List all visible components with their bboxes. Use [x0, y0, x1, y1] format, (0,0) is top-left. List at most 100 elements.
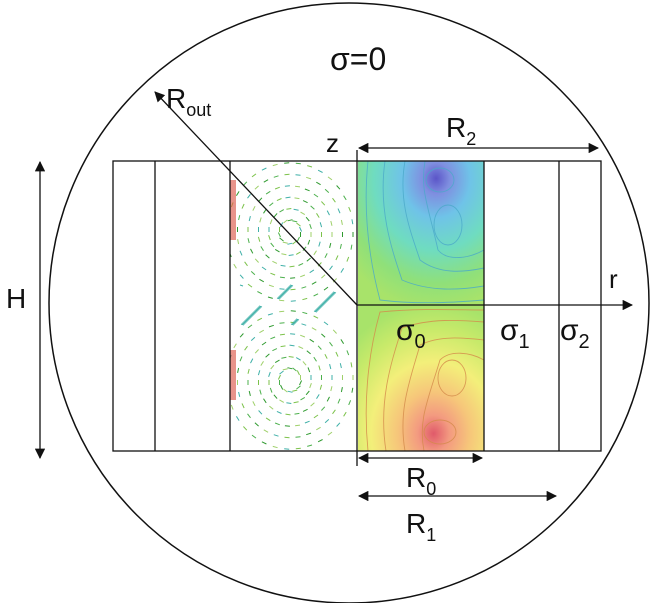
vector-arrow	[318, 305, 323, 308]
vector-arrow	[285, 196, 291, 199]
vector-arrow	[261, 441, 267, 445]
vector-arrow	[302, 200, 308, 204]
vector-arrow	[324, 299, 329, 302]
vector-arrow	[288, 356, 294, 358]
vector-arrow	[240, 323, 245, 326]
vector-arrow	[292, 389, 298, 392]
vector-arrow	[285, 288, 290, 291]
vector-arrow	[238, 215, 241, 221]
vector-arrow	[302, 297, 308, 301]
vector-arrow	[302, 361, 307, 366]
vector-arrow	[340, 339, 345, 344]
vector-arrow	[324, 253, 328, 259]
vector-arrow	[239, 333, 244, 338]
vector-arrow	[287, 286, 292, 289]
vector-arrow	[350, 244, 353, 250]
vector-arrow	[285, 413, 291, 416]
vector-arrow	[250, 248, 254, 254]
vector-arrow	[337, 398, 341, 404]
vector-arrow	[233, 343, 237, 349]
vector-arrow	[293, 401, 299, 404]
vector-arrow	[250, 313, 255, 316]
vector-arrow	[310, 402, 315, 407]
vector-arrow	[284, 436, 290, 439]
vector-arrow	[261, 266, 267, 271]
vector-arrow	[289, 284, 294, 287]
vector-arrow	[307, 165, 313, 168]
vector-arrow	[295, 174, 301, 176]
vector-arrow	[284, 185, 290, 187]
vector-arrow	[316, 394, 320, 399]
vector-arrow	[306, 257, 311, 262]
vector-arrow	[290, 310, 296, 312]
vector-arrow	[263, 398, 267, 404]
vector-arrow	[304, 188, 310, 192]
vector-arrow	[256, 307, 261, 310]
vector-arrow	[243, 320, 248, 323]
vector-arrow	[330, 386, 333, 392]
scalar-field-plot	[358, 161, 484, 451]
vector-arrow	[323, 300, 328, 303]
vector-arrow	[254, 422, 259, 427]
vector-arrow	[331, 292, 336, 295]
vector-arrow	[318, 241, 321, 247]
vector-arrow	[272, 260, 278, 264]
vector-arrow	[305, 390, 310, 396]
vector-arrow	[290, 333, 296, 335]
vector-arrow	[280, 293, 285, 296]
vector-arrow	[298, 262, 304, 266]
vector-arrow	[329, 265, 333, 271]
vector-arrow	[245, 318, 250, 321]
vector-arrow	[279, 288, 285, 290]
vector-arrow	[265, 190, 271, 195]
vector-arrow	[300, 396, 306, 401]
vector-arrow	[305, 216, 310, 222]
vector-arrow	[351, 387, 354, 393]
vector-arrow	[230, 404, 234, 410]
r-axis-label: r	[609, 264, 618, 294]
vector-arrow	[307, 367, 311, 373]
vector-arrow	[294, 412, 300, 415]
vector-arrow	[295, 162, 301, 165]
vector-arrow	[343, 411, 347, 417]
vector-arrow	[301, 323, 307, 326]
vector-arrow	[293, 208, 299, 211]
r-out-label: Rout	[166, 83, 211, 120]
vector-arrow	[317, 345, 322, 350]
vector-arrow	[286, 208, 292, 210]
vector-arrow	[309, 223, 312, 229]
vector-arrow	[292, 240, 297, 245]
vector-arrow	[274, 186, 280, 190]
vector-arrow	[246, 317, 251, 320]
vector-arrow	[269, 405, 274, 410]
vector-arrow	[268, 371, 271, 377]
vector-arrow	[269, 202, 274, 207]
vector-arrow	[292, 220, 298, 223]
vector-arrow	[228, 393, 229, 398]
vector-arrow	[228, 214, 229, 219]
vector-arrow	[300, 274, 306, 278]
vector-arrow	[280, 264, 286, 267]
vector-arrow	[243, 426, 248, 431]
vector-arrow	[284, 162, 290, 164]
vector-arrow	[274, 248, 280, 253]
vector-arrow	[318, 365, 321, 371]
vector-arrow	[247, 283, 253, 288]
vector-arrow	[316, 307, 321, 310]
vector-arrow	[309, 338, 315, 343]
vector-arrow	[254, 349, 259, 354]
vector-arrow	[281, 356, 287, 359]
vector-arrow	[339, 243, 342, 249]
vector-arrow	[319, 384, 323, 390]
vector-arrow	[323, 321, 329, 326]
vector-arrow	[313, 193, 319, 198]
vector-arrow	[293, 320, 298, 323]
vector-arrow	[299, 380, 303, 386]
vector-arrow	[277, 232, 281, 238]
vector-arrow	[291, 322, 296, 325]
z-axis-label: z	[326, 128, 339, 158]
vector-arrow	[279, 322, 285, 324]
vector-arrow	[306, 176, 312, 180]
vector-arrow	[279, 370, 284, 375]
vector-arrow	[244, 345, 248, 351]
